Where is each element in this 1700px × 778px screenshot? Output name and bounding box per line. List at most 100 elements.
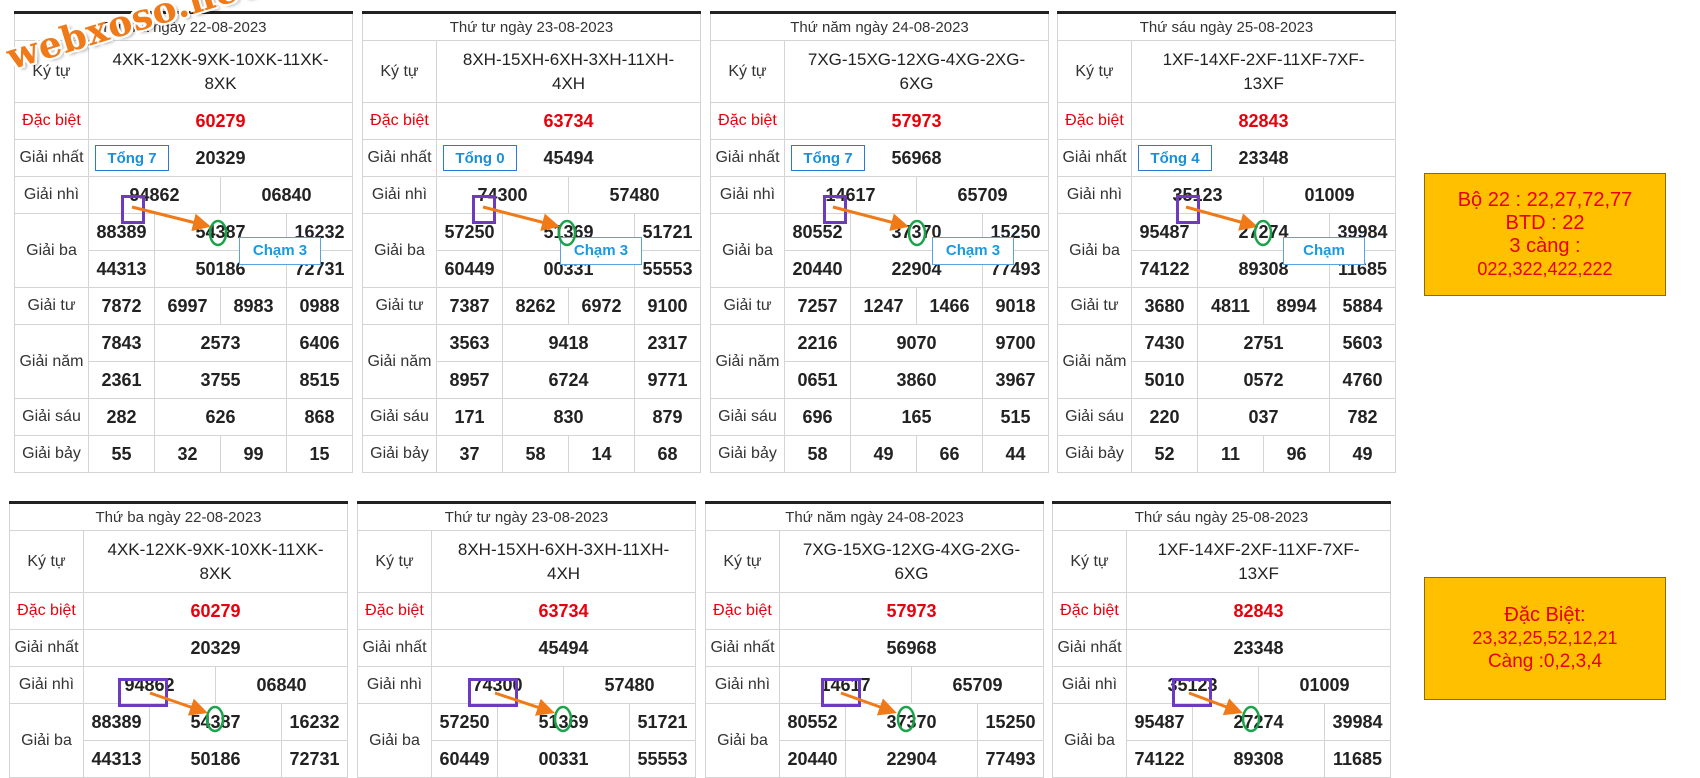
dac-biet-value: 57973 — [783, 102, 1050, 140]
row-label-giai-nam: Giải năm — [14, 324, 89, 399]
row-label-giai-ba: Giải ba — [710, 213, 785, 288]
row-label-giai-sau: Giải sáu — [1057, 398, 1132, 436]
row-label-giai-ba: Giải ba — [362, 213, 437, 288]
note-top-line: 022,322,422,222 — [1477, 258, 1613, 279]
dac-biet-value: 60279 — [87, 102, 354, 140]
giai-sau-value: 037 — [1197, 398, 1330, 436]
giai-nam-value: 2216 — [784, 324, 851, 362]
giai-nhat-cell: Tổng 7 20329 — [87, 139, 354, 177]
giai-nhat-cell: Tổng 0 45494 — [435, 139, 702, 177]
dac-biet-value: 60279 — [82, 592, 349, 630]
note-bottom-line: Càng :0,2,3,4 — [1487, 651, 1603, 672]
row-label-giai-ba: Giải ba — [1052, 703, 1127, 778]
giai-nhat-value: 45494 — [430, 629, 697, 667]
row-label-giai-bay: Giải bảy — [1057, 435, 1132, 473]
row-label-ky-tu: Ký tự — [705, 530, 780, 593]
giai-bay-value: 14 — [568, 435, 635, 473]
row-label-dac-biet: Đặc biệt — [14, 102, 89, 140]
highlight-box — [1176, 195, 1200, 224]
giai-ba-value: 60449 — [436, 250, 503, 288]
giai-ba-value: 22904 — [845, 740, 978, 778]
row-label-ky-tu: Ký tự — [1057, 40, 1132, 103]
giai-tu-value: 7872 — [88, 287, 155, 325]
giai-sau-value: 868 — [285, 398, 354, 436]
giai-bay-value: 55 — [88, 435, 155, 473]
giai-tu-value: 1247 — [850, 287, 917, 325]
highlight-box — [1172, 678, 1212, 707]
giai-nhat-value: 56968 — [891, 147, 942, 168]
giai-ba-value: 44313 — [83, 740, 150, 778]
giai-tu-value: 9100 — [633, 287, 702, 325]
row-label-giai-nhat: Giải nhất — [1052, 629, 1127, 667]
giai-bay-value: 49 — [850, 435, 917, 473]
giai-ba-value: 72731 — [280, 740, 349, 778]
ky-tu-value: 8XH-15XH-6XH-3XH-11XH-4XH — [435, 40, 702, 103]
row-label-dac-biet: Đặc biệt — [9, 592, 84, 630]
giai-nhi-value: 65709 — [915, 176, 1050, 214]
giai-nam-value: 9771 — [633, 361, 702, 399]
giai-nam-value: 7430 — [1131, 324, 1198, 362]
row-label-ky-tu: Ký tự — [362, 40, 437, 103]
table-title: Thứ năm ngày 24-08-2023 — [709, 11, 1050, 41]
giai-tu-value: 6997 — [154, 287, 221, 325]
row-label-giai-nhi: Giải nhì — [9, 666, 84, 704]
giai-ba-value: 11685 — [1323, 740, 1392, 778]
giai-nhi-value: 01009 — [1257, 666, 1392, 704]
giai-nhat-value: 23348 — [1125, 629, 1392, 667]
giai-ba-value: 15250 — [976, 703, 1045, 741]
giai-nhi-value: 14617 — [784, 176, 917, 214]
giai-tu-value: 3680 — [1131, 287, 1198, 325]
highlight-box — [121, 195, 145, 224]
row-label-giai-bay: Giải bảy — [710, 435, 785, 473]
giai-bay-value: 96 — [1263, 435, 1330, 473]
note-top-line: 3 càng : — [1509, 234, 1581, 257]
lottery-table: Thứ tư ngày 23-08-2023 Ký tự 8XH-15XH-6XH-… — [361, 11, 702, 473]
row-label-giai-ba: Giải ba — [9, 703, 84, 778]
giai-sau-value: 830 — [502, 398, 635, 436]
giai-ba-value: 55553 — [628, 740, 697, 778]
giai-ba-value: 88389 — [83, 703, 150, 741]
row-label-giai-sau: Giải sáu — [710, 398, 785, 436]
giai-nhat-value: 45494 — [543, 147, 594, 168]
row-label-giai-ba: Giải ba — [705, 703, 780, 778]
giai-nam-value: 9070 — [850, 324, 983, 362]
giai-sau-value: 696 — [784, 398, 851, 436]
row-label-ky-tu: Ký tự — [9, 530, 84, 593]
giai-nhat-cell: Tổng 7 56968 — [783, 139, 1050, 177]
giai-ba-value: 20440 — [779, 740, 846, 778]
giai-ba-value: 57250 — [431, 703, 498, 741]
cham-badge: Chạm 3 — [239, 237, 321, 265]
giai-nhi-value: 01009 — [1262, 176, 1397, 214]
row-label-giai-nam: Giải năm — [1057, 324, 1132, 399]
giai-nam-value: 8515 — [285, 361, 354, 399]
giai-nam-value: 4760 — [1328, 361, 1397, 399]
giai-ba-value: 16232 — [280, 703, 349, 741]
giai-tu-value: 7387 — [436, 287, 503, 325]
giai-nhi-value: 65709 — [910, 666, 1045, 704]
giai-nhat-value: 20329 — [195, 147, 246, 168]
dac-biet-value: 82843 — [1130, 102, 1397, 140]
row-label-dac-biet: Đặc biệt — [357, 592, 432, 630]
row-label-giai-nhat: Giải nhất — [14, 139, 89, 177]
dac-biet-value: 63734 — [430, 592, 697, 630]
giai-nam-value: 9700 — [981, 324, 1050, 362]
ky-tu-value: 4XK-12XK-9XK-10XK-11XK-8XK — [87, 40, 354, 103]
giai-nam-value: 6724 — [502, 361, 635, 399]
row-label-giai-nhi: Giải nhì — [710, 176, 785, 214]
giai-ba-value: 37370 — [845, 703, 978, 741]
table-title: Thứ sáu ngày 25-08-2023 — [1051, 501, 1392, 531]
giai-bay-value: 58 — [502, 435, 569, 473]
giai-nam-value: 5603 — [1328, 324, 1397, 362]
giai-nhat-value: 23348 — [1238, 147, 1289, 168]
row-label-dac-biet: Đặc biệt — [1057, 102, 1132, 140]
giai-bay-value: 37 — [436, 435, 503, 473]
giai-nam-value: 2751 — [1197, 324, 1330, 362]
row-label-giai-nhat: Giải nhất — [362, 139, 437, 177]
giai-bay-value: 99 — [220, 435, 287, 473]
giai-sau-value: 879 — [633, 398, 702, 436]
row-label-giai-nhi: Giải nhì — [14, 176, 89, 214]
giai-tu-value: 6972 — [568, 287, 635, 325]
row-label-giai-nhi: Giải nhì — [1057, 176, 1132, 214]
row-label-giai-ba: Giải ba — [357, 703, 432, 778]
lottery-table: Thứ ba ngày 22-08-2023 Ký tự 4XK-12XK-9XK-… — [8, 501, 349, 778]
